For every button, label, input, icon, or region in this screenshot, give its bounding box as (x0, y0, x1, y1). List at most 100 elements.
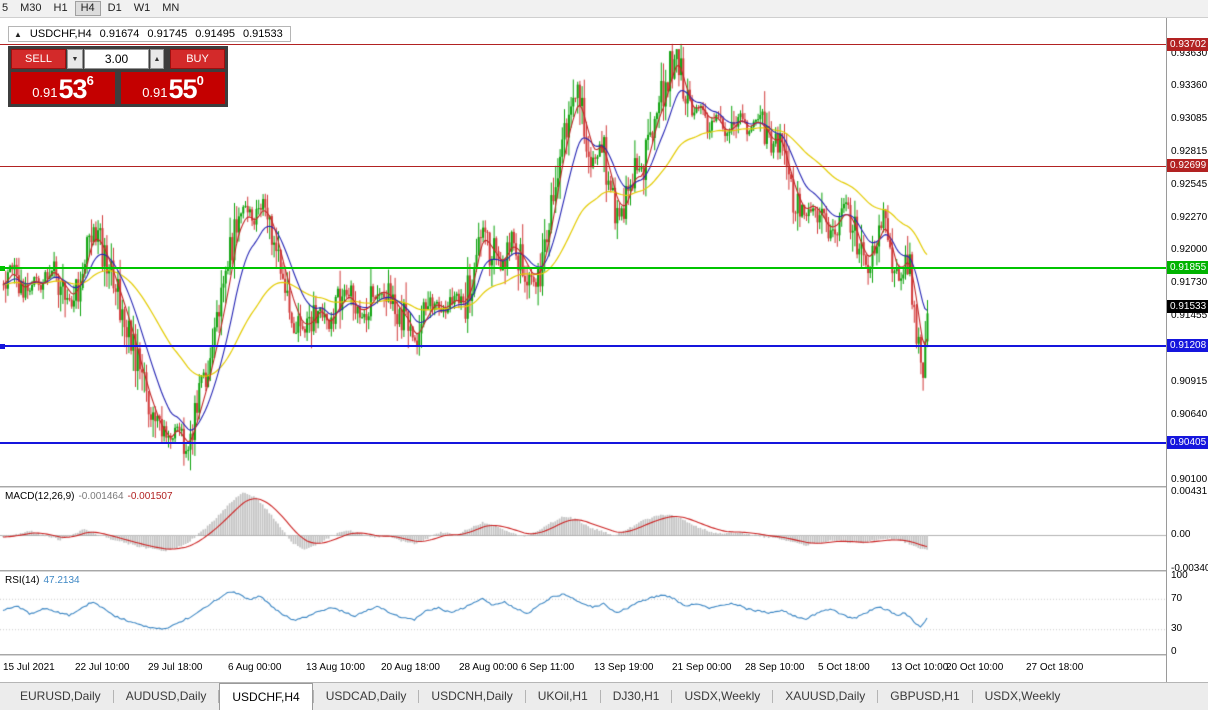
sell-price-pip-digit: 6 (86, 73, 94, 88)
pane-splitter-time-axis (0, 654, 1208, 656)
price-tick: 0.91730 (1171, 277, 1208, 289)
chart-tab-dj30-h1[interactable]: DJ30,H1 (612, 689, 660, 703)
time-tick-label: 5 Oct 18:00 (818, 662, 870, 673)
current-price-badge: 0.91533 (1167, 299, 1208, 313)
one-click-trading-panel: SELL ▼ 3.00 ▲ BUY 0.91 53 6 0.91 55 0 (8, 46, 228, 107)
symbol-title: USDCHF,H4 (29, 28, 92, 40)
chart-tabs-bar: EURUSD,Daily AUDUSD,Daily USDCHF,H4 USDCAD,… (0, 682, 1208, 710)
horizontal-level-line-0.92699[interactable] (0, 165, 1166, 167)
price-tick: 0.90100 (1171, 473, 1208, 485)
macd-axis-label: 0.00431 (1171, 486, 1208, 497)
time-tick-label: 13 Sep 19:00 (594, 662, 654, 673)
chart-tab-usdcnh-daily[interactable]: USDCNH,Daily (431, 689, 513, 703)
price-tick: 0.92545 (1171, 178, 1208, 190)
tab-divider (524, 690, 526, 703)
volume-dropdown-button[interactable]: ▼ (67, 49, 83, 69)
chart-tab-audusd-daily[interactable]: AUDUSD,Daily (125, 689, 207, 703)
macd-value-signal: -0.001507 (127, 491, 173, 502)
price-tick: 0.91455 (1171, 310, 1208, 322)
time-tick-label: 22 Jul 10:00 (75, 662, 130, 673)
buy-price-pip-digit: 0 (196, 73, 204, 88)
rsi-indicator-name: RSI(14) (5, 575, 40, 586)
tab-divider (218, 690, 220, 703)
tab-divider (599, 690, 601, 703)
chart-tab-xauusd-daily[interactable]: XAUUSD,Daily (785, 689, 866, 703)
pane-splitter-rsi[interactable] (0, 570, 1208, 572)
macd-label: MACD(12,26,9) -0.001464 -0.001507 (5, 491, 173, 502)
time-tick-label: 6 Sep 11:00 (521, 662, 575, 673)
rsi-value: 47.2134 (43, 575, 80, 586)
time-tick-label: 13 Oct 10:00 (891, 662, 949, 673)
macd-indicator-canvas[interactable] (0, 488, 1166, 570)
macd-axis-label: -0.00340 (1171, 562, 1208, 574)
level-price-badge-0.93702: 0.93702 (1167, 37, 1208, 51)
price-tick: 0.93360 (1171, 80, 1208, 92)
horizontal-level-line-0.93702[interactable] (0, 44, 1166, 46)
ohlc-high: 0.91745 (147, 28, 188, 40)
tab-divider (877, 690, 879, 703)
tab-divider (671, 690, 673, 703)
price-axis[interactable]: 0.93630 0.93360 0.93085 0.92815 0.92545 0.922… (1166, 18, 1208, 682)
pane-splitter-macd[interactable] (0, 486, 1208, 488)
price-tick: 0.92815 (1171, 146, 1208, 158)
chart-tab-eurusd-daily[interactable]: EURUSD,Daily (20, 689, 101, 703)
tab-divider (418, 690, 420, 703)
time-tick-label: 13 Aug 10:00 (306, 662, 365, 673)
ohlc-header: ▲ USDCHF,H4 0.91674 0.91745 0.91495 0.91… (8, 26, 291, 42)
timeframe-button-d1[interactable]: D1 (107, 2, 122, 14)
time-tick-label: 20 Aug 18:00 (381, 662, 440, 673)
tab-divider (112, 690, 114, 703)
rsi-label: RSI(14) 47.2134 (5, 575, 80, 586)
timeframe-button-w1[interactable]: W1 (133, 2, 151, 14)
time-axis[interactable]: 15 Jul 2021 22 Jul 10:00 29 Jul 18:00 6 Aug… (0, 656, 1166, 682)
macd-indicator-name: MACD(12,26,9) (5, 491, 75, 502)
level-edge-marker[interactable] (0, 266, 5, 271)
timeframe-button-mn[interactable]: MN (162, 2, 180, 14)
macd-axis-label: 0.00 (1171, 529, 1191, 540)
buy-price-display[interactable]: 0.91 55 0 (121, 72, 225, 104)
chart-tab-usdchf-h4[interactable]: USDCHF,H4 (219, 683, 313, 710)
level-price-badge-0.92699: 0.92699 (1167, 159, 1208, 173)
sell-button[interactable]: SELL (11, 49, 66, 69)
level-edge-marker[interactable] (0, 344, 5, 350)
time-tick-label: 20 Oct 10:00 (946, 662, 1004, 673)
ohlc-open: 0.91674 (99, 28, 140, 40)
timeframe-button-5[interactable]: 5 (2, 2, 9, 14)
time-tick-label: 28 Aug 00:00 (459, 662, 518, 673)
chart-tab-gbpusd-h1[interactable]: GBPUSD,H1 (890, 689, 960, 703)
horizontal-level-line-0.91855[interactable] (0, 267, 1166, 269)
sell-price-display[interactable]: 0.91 53 6 (11, 72, 115, 104)
sell-price-big-digits: 53 (58, 74, 88, 104)
volume-increase-button[interactable]: ▲ (150, 49, 164, 69)
level-price-badge-0.91855: 0.91855 (1167, 261, 1208, 274)
price-tick: 0.90640 (1171, 408, 1208, 420)
chart-tab-ukoil-h1[interactable]: UKOil,H1 (537, 689, 588, 703)
tab-divider (312, 690, 314, 703)
time-tick-label: 28 Sep 10:00 (745, 662, 805, 673)
collapse-panel-icon[interactable]: ▲ (14, 29, 22, 39)
price-tick: 0.92270 (1171, 211, 1208, 223)
tab-divider (772, 690, 774, 703)
horizontal-level-line-0.91208[interactable] (0, 345, 1166, 348)
timeframe-button-h4[interactable]: H4 (74, 1, 101, 16)
timeframe-button-m30[interactable]: M30 (20, 2, 42, 14)
chart-tab-usdx-weekly[interactable]: USDX,Weekly (684, 689, 761, 703)
timeframe-button-h1[interactable]: H1 (53, 2, 68, 14)
price-tick: 0.93630 (1171, 47, 1208, 59)
level-price-badge-0.90405: 0.90405 (1167, 436, 1208, 450)
buy-button[interactable]: BUY (170, 49, 225, 69)
timeframe-toolbar: 5 M30 H1 H4 D1 W1 MN (0, 0, 1208, 18)
macd-value-main: -0.001464 (78, 491, 124, 502)
rsi-axis-label: 30 (1171, 623, 1183, 635)
chart-tab-usdx-weekly[interactable]: USDX,Weekly (984, 689, 1061, 703)
horizontal-level-line-0.90405[interactable] (0, 442, 1166, 445)
rsi-axis-label: 100 (1171, 570, 1188, 581)
tab-divider (971, 690, 973, 703)
chart-tab-usdcad-daily[interactable]: USDCAD,Daily (325, 689, 407, 703)
time-tick-label: 6 Aug 00:00 (228, 662, 282, 673)
time-tick-label: 27 Oct 18:00 (1026, 662, 1084, 673)
rsi-indicator-canvas[interactable] (0, 572, 1166, 654)
ohlc-close: 0.91533 (242, 28, 283, 40)
volume-input[interactable]: 3.00 (84, 49, 149, 69)
